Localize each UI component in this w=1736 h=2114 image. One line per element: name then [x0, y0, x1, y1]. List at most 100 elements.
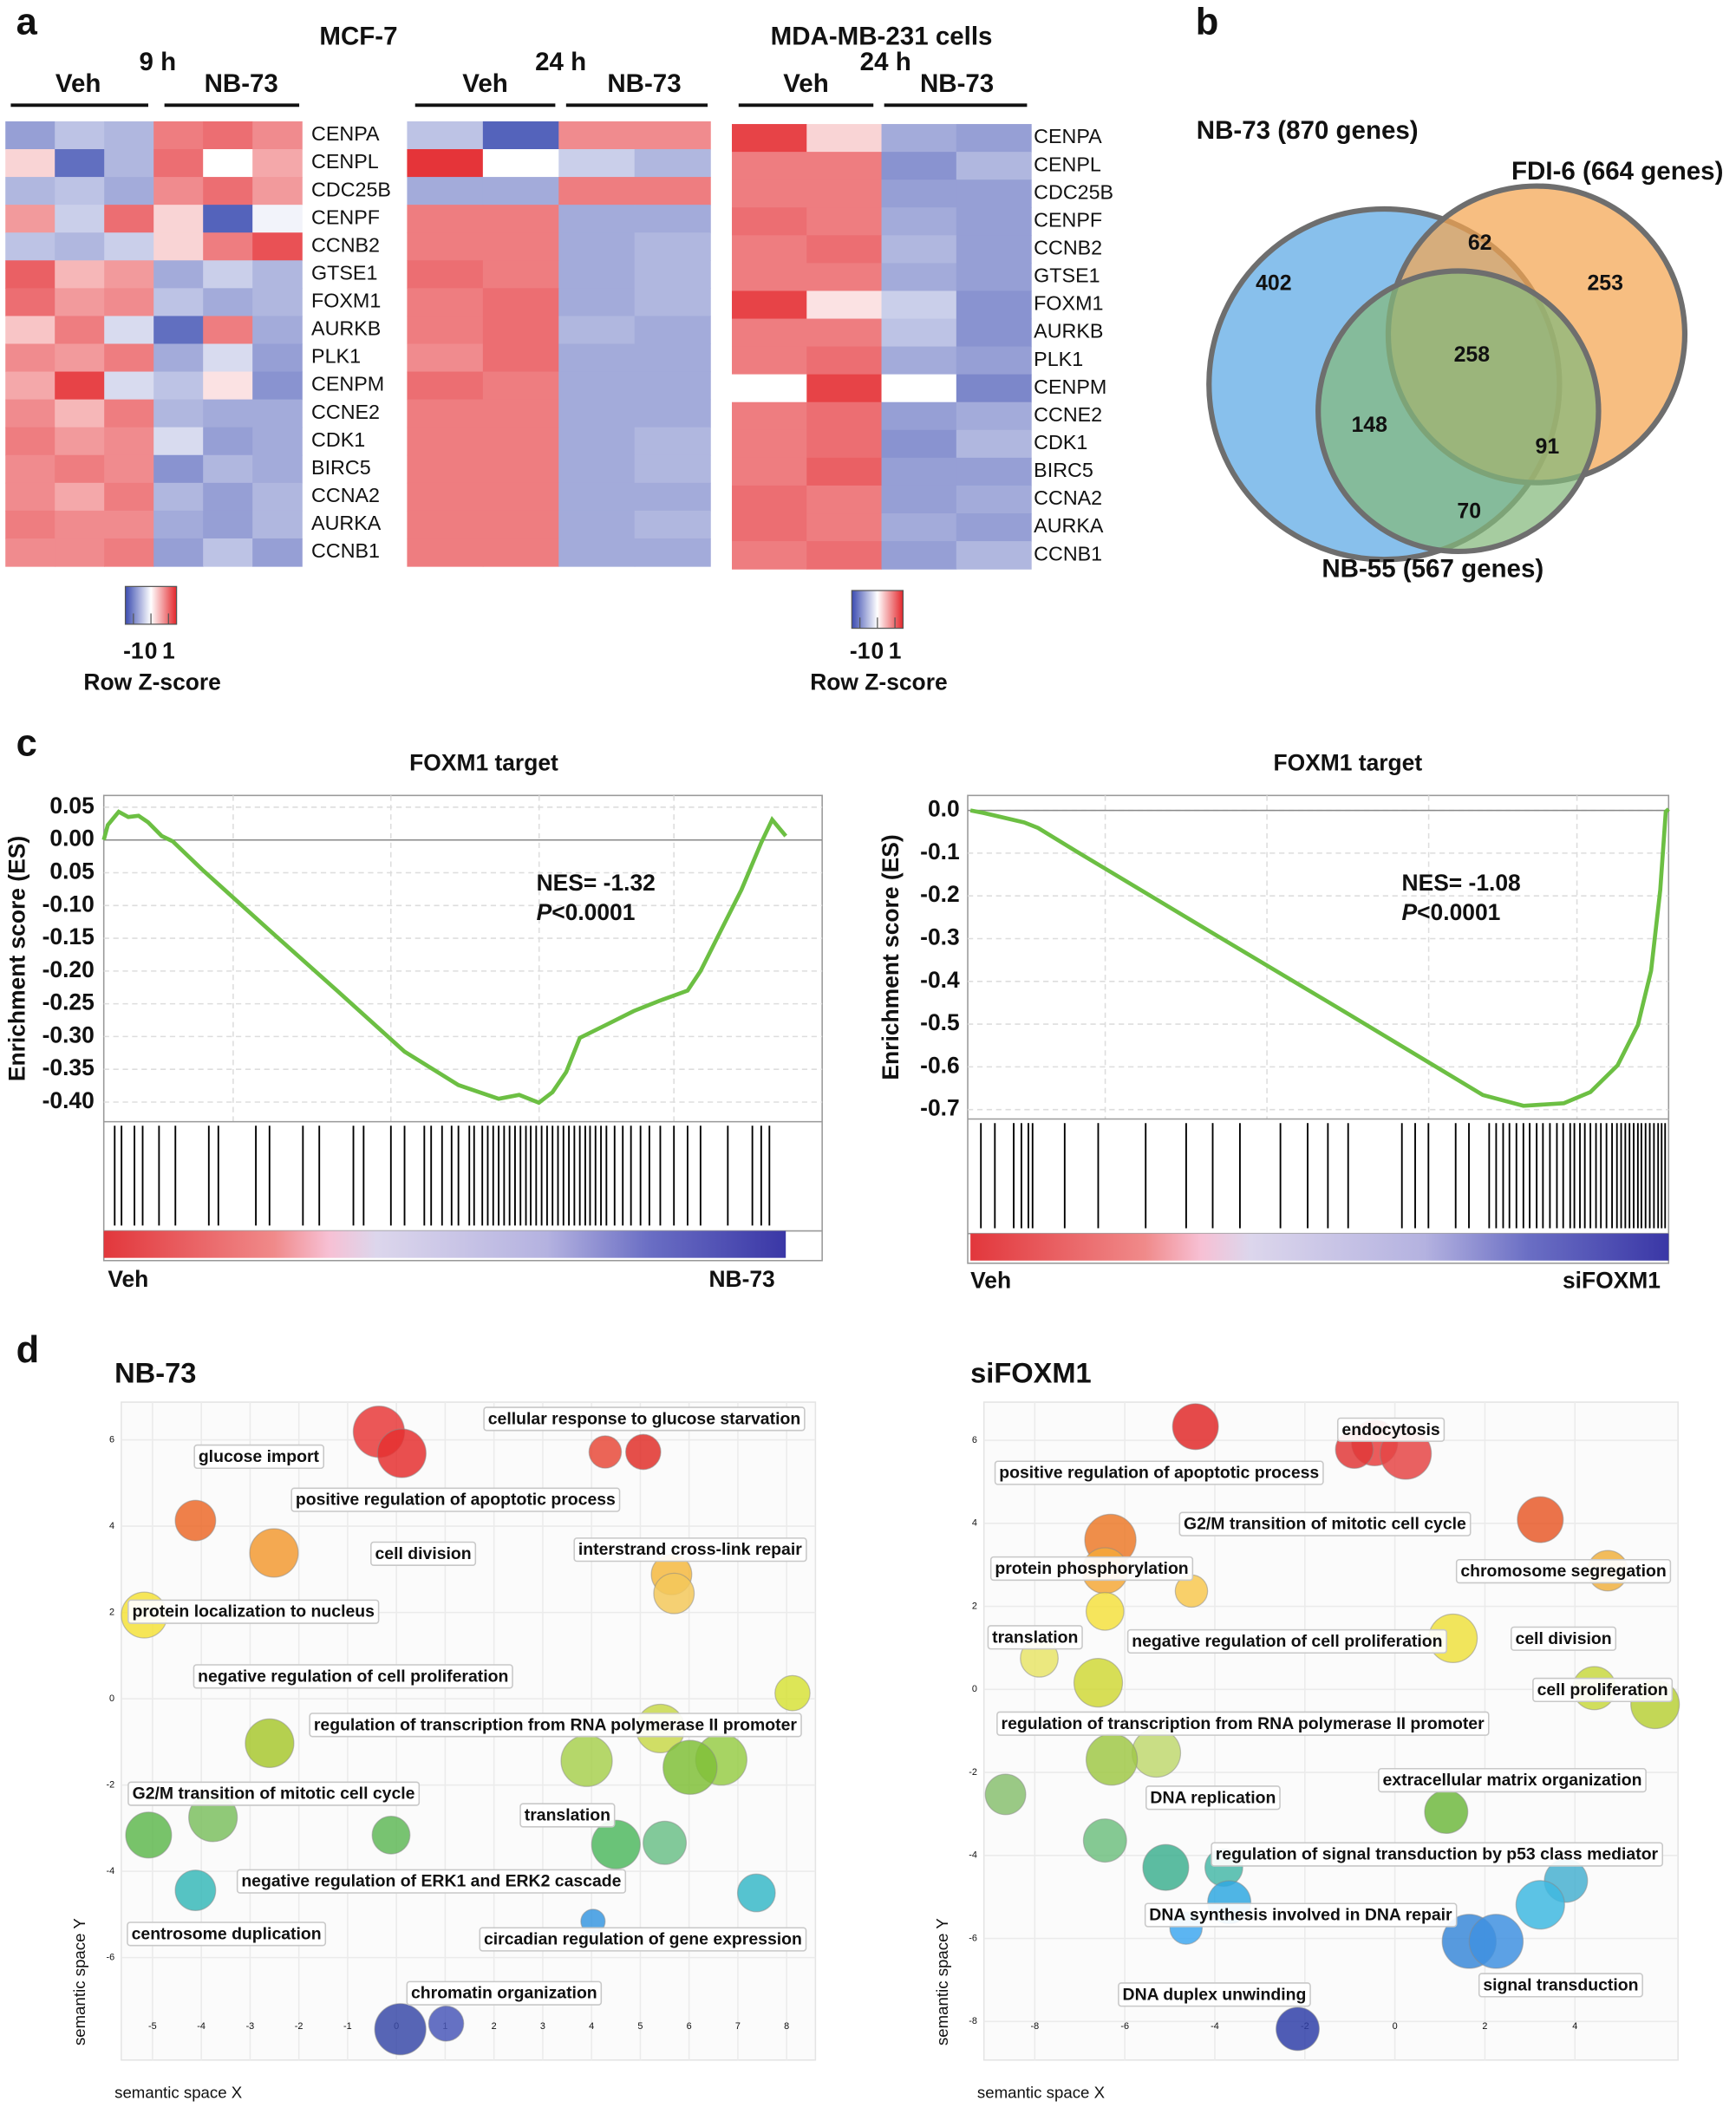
annotation: negative regulation of cell proliferatio…: [198, 1667, 508, 1686]
heatmap-cell: [55, 149, 105, 178]
heatmap-cell: [153, 316, 204, 345]
heatmap-cell: [482, 121, 559, 150]
venn-count: 258: [1454, 343, 1491, 367]
bubble: [1276, 2006, 1320, 2052]
p-symbol: P: [537, 899, 552, 925]
y-axis-label: semantic space Y: [933, 1918, 951, 2045]
heatmap-cell: [407, 427, 484, 456]
x-tick-label: 3: [540, 2021, 545, 2032]
heatmap-cell: [482, 510, 559, 539]
heatmap-cell: [732, 318, 807, 348]
heatmap-cell: [407, 121, 484, 150]
annotation: endocytosis: [1341, 1420, 1439, 1439]
heatmap-cell: [482, 343, 559, 373]
annotation-box: [1211, 1842, 1664, 1867]
colorbar-tick-label: -1: [850, 638, 870, 664]
heatmap-cell: [482, 149, 559, 178]
chart-title: NB-73: [114, 1357, 196, 1389]
annotation: DNA synthesis involved in DNA repair: [1149, 1906, 1452, 1925]
nes-label: NES= -1.32: [537, 870, 656, 896]
y-tick-label: -0.3: [920, 923, 960, 949]
annotation-box: [406, 1980, 603, 2006]
heatmap-cell: [5, 454, 55, 484]
annotation: translation: [992, 1628, 1078, 1647]
x-tick-label: 4: [589, 2021, 594, 2032]
heatmap-cell: [5, 510, 55, 539]
annotation-box: [193, 1664, 513, 1689]
heatmap-cell: [407, 510, 484, 539]
heatmap-cell: [203, 510, 253, 539]
heatmap-cell: [407, 538, 484, 567]
heatmap-cell: [806, 263, 883, 292]
heatmap-cell: [153, 121, 204, 150]
gene-label: CDK1: [1034, 431, 1087, 453]
annotation-box: [483, 1406, 806, 1432]
heatmap-cell: [104, 399, 154, 428]
heatmap-cell: [5, 121, 55, 150]
es-curve: [969, 807, 1670, 1108]
x-tick-label: 2: [1482, 2021, 1487, 2032]
bubble: [1085, 1591, 1125, 1631]
nes-label: NES= -1.08: [1402, 870, 1521, 896]
y-tick-label: 0.05: [49, 858, 94, 884]
heatmap-cell: [956, 513, 1032, 542]
heatmap-cell: [558, 510, 636, 539]
heatmap-cell: [104, 482, 154, 512]
plot-frame: [102, 794, 823, 1262]
heatmap-cell: [153, 343, 204, 373]
heatmap-cell: [482, 371, 559, 401]
venn-count: 62: [1468, 231, 1492, 255]
heatmap-cell: [407, 232, 484, 261]
heatmap-cell: [5, 427, 55, 456]
bubble: [174, 1869, 217, 1911]
heatmap-cell: [634, 454, 711, 484]
y-tick-label: -0.15: [42, 923, 95, 949]
heatmap-cell: [956, 124, 1032, 153]
heatmap-cell: [203, 399, 253, 428]
heatmap-cell: [956, 235, 1032, 264]
annotation: cellular response to glucose starvation: [488, 1409, 800, 1428]
gene-label: AURKB: [1034, 320, 1103, 343]
gene-label: CCNE2: [311, 401, 380, 423]
y-tick-label: -2: [969, 1767, 977, 1778]
p-value: <0.0001: [1417, 899, 1500, 925]
heatmap-cell: [732, 485, 807, 514]
heatmap-cell: [482, 482, 559, 512]
gene-label: CDK1: [311, 428, 365, 451]
heatmap-cell: [153, 149, 204, 178]
heatmap-cell: [634, 205, 711, 233]
heatmap-cell: [956, 263, 1032, 292]
heatmap-cell: [252, 288, 303, 317]
y-tick-label: -0.6: [920, 1052, 960, 1078]
heatmap-cell: [881, 513, 957, 542]
heatmap-cell: [252, 371, 303, 401]
heatmap-cell: [558, 316, 636, 345]
heatmap-cell: [956, 485, 1032, 514]
x-tick-label: -1: [343, 2021, 352, 2032]
heatmap-cell: [806, 207, 883, 236]
y-axis-label: Enrichment score (ES): [4, 836, 30, 1081]
y-tick-label: 0: [109, 1693, 114, 1704]
panel-label: b: [1196, 1, 1219, 42]
heatmap-cell: [558, 149, 636, 178]
bubble: [427, 2005, 465, 2042]
annotation-box: [127, 1781, 421, 1806]
heatmap-cell: [956, 290, 1032, 320]
annotation-box: [309, 1713, 802, 1738]
p-value: <0.0001: [551, 899, 635, 925]
heatmap-cell: [153, 177, 204, 206]
y-tick-label: -2: [106, 1779, 114, 1790]
heatmap-cell: [55, 454, 105, 484]
heatmap-cell: [806, 401, 883, 431]
heatmap-cell: [634, 260, 711, 289]
colorbar-tick-label: 1: [889, 638, 902, 664]
group-label: NB-73: [607, 69, 681, 98]
heatmap-cell: [482, 538, 559, 567]
heatmap-cell: [153, 205, 204, 233]
heatmap-cell: [956, 429, 1032, 459]
heatmap-cell: [634, 538, 711, 567]
annotation: circadian regulation of gene expression: [484, 1930, 802, 1949]
heatmap-cell: [634, 316, 711, 345]
